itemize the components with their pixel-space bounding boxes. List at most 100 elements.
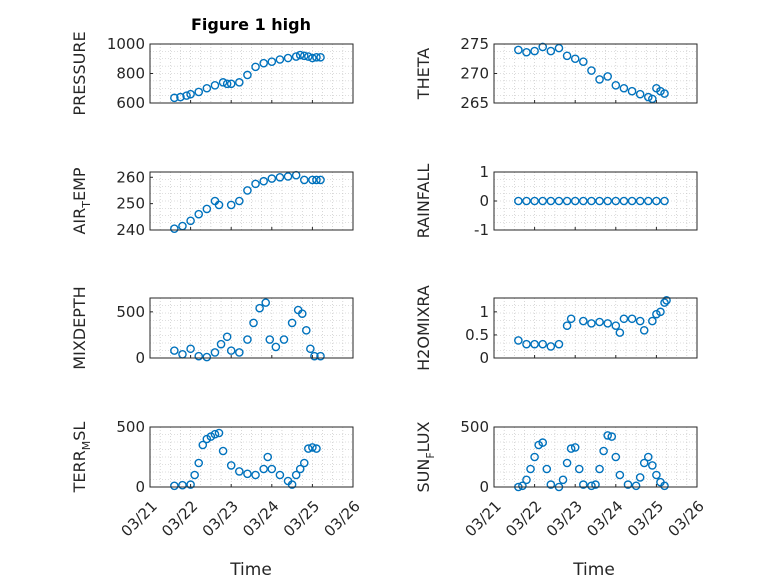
data-point (182, 91, 191, 100)
data-point (170, 224, 179, 233)
data-point (261, 298, 271, 307)
data-point (310, 351, 319, 361)
x-tick-label: 03/22 (158, 497, 201, 540)
x-tick-label: 03/24 (239, 497, 282, 540)
data-point (619, 314, 629, 324)
data-point (587, 66, 596, 75)
data-point (514, 45, 523, 55)
data-point (648, 94, 657, 104)
data-point (198, 440, 208, 450)
data-point (210, 81, 220, 90)
data-point (643, 92, 653, 102)
data-point (186, 89, 195, 99)
data-point (554, 43, 564, 53)
x-tick-label: 03/23 (543, 497, 586, 540)
data-point (226, 79, 236, 89)
panel-h2omixra: 0 0.5 1 H2OMIXRA (414, 285, 698, 371)
data-point (214, 200, 224, 210)
data-point (271, 342, 281, 352)
data-point (194, 458, 204, 468)
data-point (643, 196, 653, 206)
data-point (267, 174, 277, 183)
data-point (297, 309, 307, 318)
data-point (291, 52, 301, 61)
data-point (635, 196, 645, 206)
data-point (660, 481, 669, 491)
data-point (611, 196, 621, 206)
data-point (226, 346, 236, 355)
data-point (216, 339, 226, 349)
data-point (574, 464, 584, 474)
data-point (255, 303, 264, 313)
data-point (607, 432, 617, 441)
data-point (287, 318, 297, 328)
y-tick-label: 1000 (107, 35, 145, 53)
y-tick-label: 260 (116, 168, 145, 186)
data-point (194, 209, 204, 219)
data-point (562, 321, 572, 330)
data-point (579, 57, 588, 67)
data-point (627, 196, 637, 206)
data-point (299, 175, 309, 185)
data-point (635, 89, 645, 99)
data-point (546, 342, 556, 351)
data-point (202, 83, 212, 93)
data-point (554, 339, 564, 349)
data-point (595, 317, 604, 327)
y-tick-label: 240 (116, 221, 145, 239)
data-point (631, 481, 641, 491)
data-point (235, 467, 244, 476)
data-point (194, 87, 204, 97)
data-point (308, 53, 317, 63)
data-point (316, 52, 325, 62)
data-point (566, 444, 576, 453)
data-point (570, 443, 580, 452)
data-point (186, 216, 195, 226)
data-point (275, 172, 285, 182)
data-point (639, 326, 649, 335)
data-point (202, 204, 212, 214)
data-point (546, 196, 556, 206)
data-point (643, 452, 653, 462)
y-tick-label: 0 (479, 478, 489, 496)
data-point (562, 51, 572, 61)
data-point (635, 473, 645, 482)
axes-frame (493, 426, 698, 488)
data-point (619, 83, 629, 93)
data-point (295, 50, 305, 60)
data-point (611, 81, 621, 90)
data-point (235, 196, 244, 206)
data-point (603, 196, 612, 206)
y-tick-label: 800 (116, 65, 145, 83)
data-point (259, 464, 268, 474)
data-point (186, 344, 195, 354)
data-point (595, 464, 604, 474)
data-point (259, 176, 268, 186)
data-point (312, 444, 321, 453)
data-point (251, 62, 260, 72)
data-point (263, 452, 273, 462)
axes-frame (149, 171, 354, 231)
y-tick-label: 0 (479, 192, 489, 210)
data-point (243, 186, 252, 195)
data-point (304, 444, 313, 453)
data-point (243, 335, 252, 344)
data-point (210, 348, 220, 357)
data-point (639, 458, 649, 468)
x-tick-label: 03/24 (583, 497, 626, 540)
x-tick-label: 03/21 (117, 497, 160, 540)
y-axis-label: TERRMSL (70, 422, 93, 494)
y-tick-label: 500 (116, 418, 145, 436)
data-point (656, 307, 665, 317)
y-tick-label: -1 (474, 221, 489, 239)
y-tick-label: 500 (116, 303, 145, 321)
data-point (218, 78, 228, 87)
data-point (595, 75, 604, 84)
data-point (660, 196, 669, 206)
data-point (251, 470, 260, 480)
data-point (538, 438, 548, 447)
data-point (194, 351, 204, 361)
y-axis-label: MIXDEPTH (70, 286, 89, 369)
